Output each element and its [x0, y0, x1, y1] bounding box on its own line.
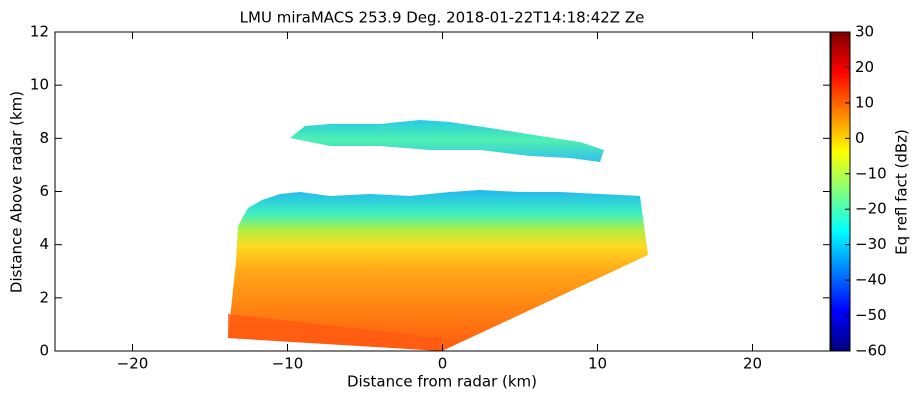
y-tick-label: 8 — [39, 129, 49, 147]
chart-title: LMU miraMACS 253.9 Deg. 2018-01-22T14:18… — [240, 9, 645, 27]
colorbar — [830, 31, 851, 352]
colorbar-tick-label: −30 — [855, 235, 887, 253]
colorbar-tick-label: −50 — [855, 306, 887, 324]
colorbar-tick-label: −10 — [855, 164, 887, 182]
y-tick-label: 10 — [30, 76, 49, 94]
x-tick-label: 10 — [588, 355, 607, 373]
x-tick-label: −10 — [272, 355, 304, 373]
colorbar-tick-label: 20 — [855, 58, 874, 76]
colorbar-tick-label: −20 — [855, 200, 887, 218]
x-tick-label: 20 — [743, 355, 762, 373]
y-tick-label: 4 — [39, 235, 49, 253]
y-tick-label: 0 — [39, 342, 49, 360]
colorbar-label: Eq refl fact (dBz) — [893, 129, 911, 255]
colorbar-tick-label: 30 — [855, 23, 874, 41]
x-axis-label: Distance from radar (km) — [347, 373, 537, 391]
colorbar-tick-label: 10 — [855, 93, 874, 111]
y-tick-label: 2 — [39, 288, 49, 306]
colorbar-tick-label: −60 — [855, 342, 887, 360]
x-tick-label: −20 — [117, 355, 149, 373]
y-tick-label: 12 — [30, 23, 49, 41]
colorbar-tick-label: 0 — [855, 129, 865, 147]
radar-echo — [228, 120, 648, 351]
y-axis-label: Distance Above radar (km) — [8, 91, 26, 293]
colorbar-tick-label: −40 — [855, 271, 887, 289]
y-tick-label: 6 — [39, 182, 49, 200]
x-tick-label: 0 — [438, 355, 448, 373]
